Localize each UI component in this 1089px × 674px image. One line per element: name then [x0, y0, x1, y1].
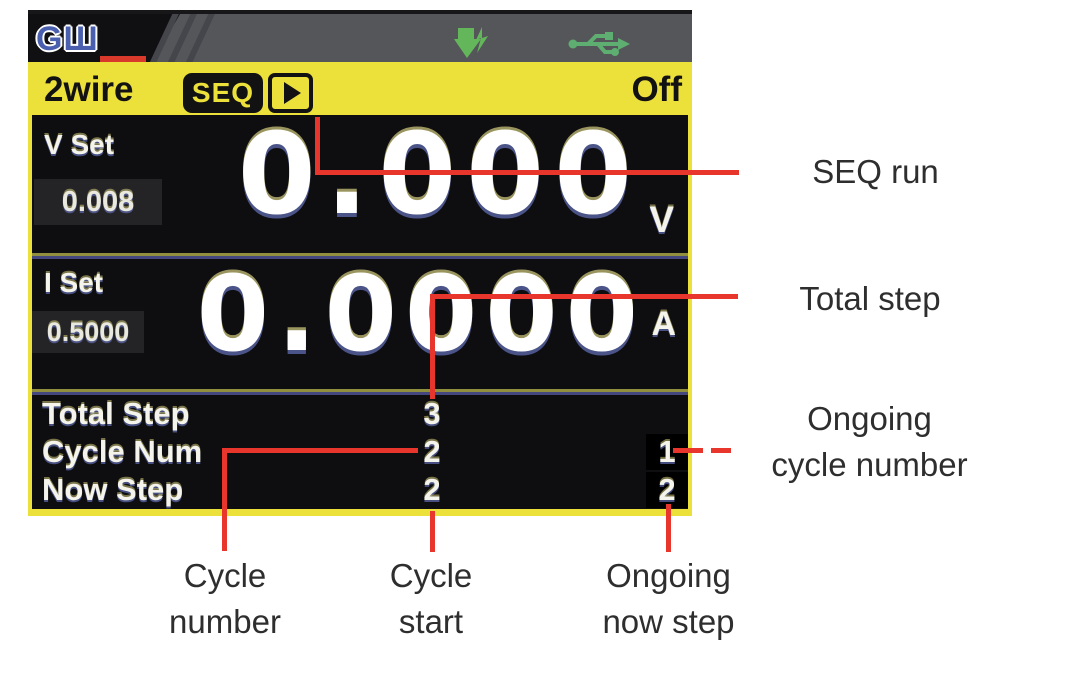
- annotation-ongoing-now-step: Ongoing now step: [602, 557, 735, 640]
- seq-run-indicator: [268, 73, 313, 113]
- now-step-label: Now Step: [42, 472, 184, 507]
- callout-line-ongoing-now-step-vertical: [666, 504, 671, 552]
- cycle-num-label: Cycle Num: [42, 434, 203, 469]
- callout-line-seq-run-horizontal: [315, 170, 739, 175]
- gw-logo-text: GШ: [36, 20, 99, 59]
- measurement-display: V Set 0.008 0.000 V I Set 0.5000 0.0000 …: [32, 115, 688, 509]
- ongoing-now-step-value: 2: [646, 472, 688, 508]
- now-step-value: 2: [423, 472, 441, 507]
- top-status-bar: GШ: [28, 10, 692, 62]
- callout-line-total-step-vertical: [430, 294, 435, 399]
- voltage-reading: 0.000: [237, 115, 642, 240]
- annotation-ongoing-cycle-number: Ongoing cycle number: [771, 400, 968, 483]
- annotation-cycle-number: Cycle number: [169, 557, 281, 640]
- seq-mode-badge: SEQ: [183, 73, 263, 113]
- voltage-set-label: V Set: [44, 129, 115, 160]
- download-arrow-icon: [454, 27, 488, 58]
- annotation-seq-run: SEQ run: [812, 153, 939, 190]
- logo-g: G: [36, 20, 64, 58]
- callout-line-cycle-start-vertical: [430, 511, 435, 552]
- section-divider: [32, 389, 688, 395]
- brand-logo: GШ: [28, 14, 180, 62]
- mode-status-bar: 2wire SEQ Off: [28, 62, 692, 115]
- callout-line-seq-run-vertical: [315, 117, 320, 173]
- logo-w: Ш: [63, 20, 99, 58]
- annotation-total-step: Total step: [799, 280, 941, 317]
- table-row: Cycle Num 2 1: [32, 434, 688, 472]
- callout-line-cycle-number-horizontal: [222, 448, 418, 453]
- table-row: Total Step 3: [32, 396, 688, 434]
- voltage-unit: V: [649, 199, 674, 240]
- voltage-set-value: 0.008: [34, 179, 162, 225]
- logo-red-underline: [100, 56, 146, 62]
- callout-line-ongoing-cycle-dash1: [673, 448, 703, 453]
- section-divider: [32, 253, 688, 259]
- callout-line-ongoing-cycle-dash2: [711, 448, 731, 453]
- output-state-indicator: Off: [631, 70, 682, 109]
- cycle-num-value: 2: [423, 434, 441, 469]
- callout-line-cycle-number-vertical: [222, 448, 227, 551]
- current-set-value: 0.5000: [32, 311, 144, 353]
- callout-line-total-step-horizontal: [430, 294, 738, 299]
- play-icon: [284, 82, 301, 104]
- annotation-cycle-start: Cycle start: [389, 557, 473, 640]
- table-row: Now Step 2 2: [32, 472, 688, 509]
- wire-mode-indicator: 2wire: [44, 70, 134, 109]
- total-step-label: Total Step: [42, 396, 190, 431]
- current-reading: 0.0000: [196, 253, 646, 375]
- usb-icon: [568, 32, 630, 56]
- current-unit: A: [651, 305, 676, 343]
- total-step-value: 3: [423, 396, 441, 431]
- device-screen: GШ 2wire SEQ: [28, 10, 692, 516]
- current-set-label: I Set: [44, 267, 104, 298]
